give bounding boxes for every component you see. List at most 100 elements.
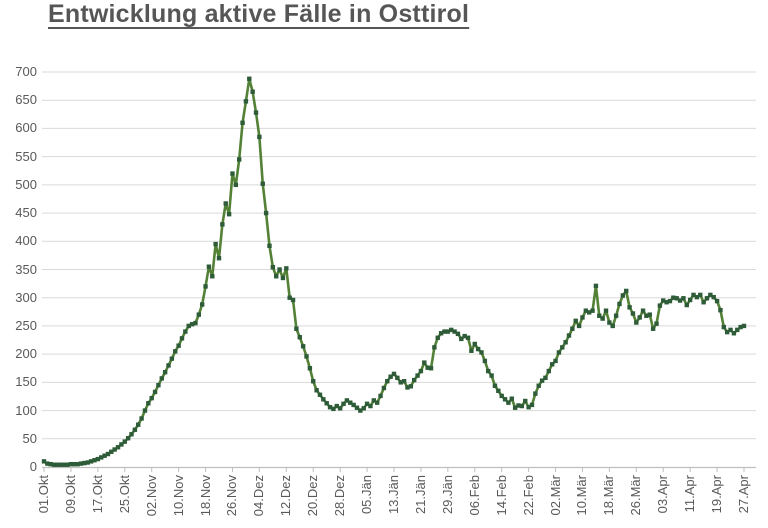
data-point-marker [75,461,80,467]
data-point-marker [374,400,380,405]
data-point-marker [173,349,178,354]
data-point-marker [570,326,575,331]
data-point-marker [422,360,427,365]
data-point-marker [499,393,504,399]
data-point-marker [358,408,363,413]
data-point-marker [149,395,154,401]
data-point-marker [119,442,124,447]
data-point-marker [556,350,562,355]
data-point-marker [482,358,488,364]
data-point-marker [243,99,249,104]
data-point-marker [523,398,528,404]
data-point-marker [489,373,494,378]
data-point-marker [388,374,393,379]
data-point-marker [55,462,60,467]
data-point-marker [627,305,632,310]
data-point-marker [136,422,141,427]
data-point-marker [657,303,663,308]
x-axis-label: 27.Apr [736,474,751,513]
x-axis-label: 14.Feb [493,474,509,515]
data-point-marker [465,335,471,340]
data-point-marker [543,375,548,381]
x-axis-label: 25.Okt [116,474,132,513]
data-point-marker [210,274,215,279]
data-point-marker [280,275,286,281]
data-point-marker [199,302,205,307]
x-axis-label: 04.Dez [251,474,267,516]
data-point-marker [226,212,232,217]
data-point-marker [206,264,212,269]
data-point-marker [553,358,558,364]
x-axis-label: 18.Mär [601,474,617,515]
data-point-marker [634,320,639,325]
data-point-marker [640,308,646,313]
data-point-marker [462,333,467,339]
data-point-marker [687,297,693,303]
x-axis [42,466,756,472]
data-point-marker [506,400,511,405]
x-axis-label: 05.Jän [359,474,375,514]
y-axis-label: 400 [15,233,37,249]
data-point-marker [78,461,84,466]
data-point-marker [129,432,134,437]
data-point-marker [152,389,158,395]
data-point-marker [428,366,434,371]
data-point-marker [698,292,703,298]
data-point-marker [166,363,171,368]
data-point-marker [486,368,491,374]
data-point-marker [270,265,276,270]
data-point-marker [472,341,477,347]
data-point-marker [300,344,306,349]
data-point-marker [348,400,353,405]
data-point-marker [321,397,326,402]
data-point-marker [496,388,501,394]
y-axis-label: 50 [22,430,37,446]
data-point-marker [502,397,508,402]
data-point-marker [189,322,195,327]
data-point-marker [664,300,669,305]
data-point-marker [671,295,676,300]
data-point-marker [539,378,545,383]
data-point-marker [109,449,114,454]
data-point-marker [132,427,138,432]
data-point-marker [694,294,700,300]
y-axis-label: 500 [15,176,37,192]
data-point-marker [475,346,481,352]
series-aktive-faelle [41,76,747,467]
data-point-marker [435,335,440,340]
data-point-marker [408,384,414,389]
x-axis-label: 10.Nov [170,474,186,516]
data-point-marker [603,308,609,313]
x-axis-label: 12.Dez [278,474,294,516]
data-point-marker [512,405,518,410]
x-axis-label: 02.Nov [143,474,159,516]
data-point-marker [731,331,737,336]
data-point-marker [455,331,461,337]
x-axis-label: 01.Okt [36,474,51,513]
data-point-marker [304,354,309,359]
data-point-marker [398,380,403,385]
data-point-marker [156,382,161,388]
x-axis-label: 22.Feb [520,474,536,515]
data-point-marker [186,323,191,329]
data-point-marker [277,267,282,272]
data-point-marker [344,398,350,403]
data-point-marker [718,307,723,313]
data-point-marker [72,461,77,467]
data-point-marker [287,295,292,300]
data-point-marker [735,327,740,333]
data-point-marker [677,298,683,303]
data-point-marker [405,385,410,390]
data-point-marker [58,462,64,467]
data-point-marker [469,348,474,353]
data-point-marker [563,340,568,345]
chart-title: Entwicklung aktive Fälle in Osttirol [48,0,470,28]
data-point-marker [395,375,400,381]
data-point-marker [102,453,107,458]
x-axis-label: 02.Mär [547,474,563,515]
data-point-marker [337,406,343,411]
data-point-marker [630,311,636,316]
data-point-marker [519,403,525,409]
x-axis-label: 10.Mär [574,474,590,515]
data-point-marker [529,402,535,408]
